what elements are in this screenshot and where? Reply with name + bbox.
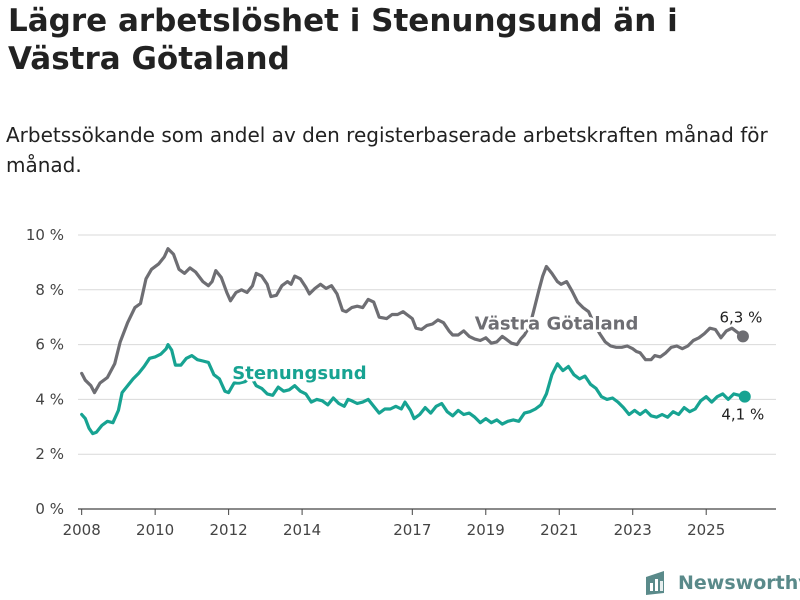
end-value-label-stenungsund: 4,1 %	[721, 406, 764, 424]
x-tick-label: 2025	[687, 521, 725, 539]
end-point-vastra-gotaland	[736, 330, 749, 343]
series-label-vastra-gotaland: Västra Götaland	[475, 314, 639, 335]
chart-title: Lägre arbetslöshet i Stenungsund än i Vä…	[8, 3, 678, 77]
y-tick-label: 10 %	[26, 226, 64, 244]
x-tick-label: 2014	[283, 521, 321, 539]
series-line-stenungsund	[80, 343, 747, 436]
y-tick-label: 4 %	[35, 390, 64, 408]
y-tick-label: 0 %	[35, 500, 64, 518]
series-label-stenungsund: Stenungsund	[232, 363, 366, 384]
x-tick-label: 2019	[467, 521, 505, 539]
brand[interactable]: Newsworthy	[644, 568, 800, 598]
chart-subtitle: Arbetssökande som andel av den registerb…	[6, 123, 768, 177]
y-tick-label: 2 %	[35, 445, 64, 463]
x-tick-label: 2010	[136, 521, 174, 539]
x-tick-label: 2012	[210, 521, 248, 539]
end-point-stenungsund	[738, 390, 751, 403]
x-tick-label: 2021	[540, 521, 578, 539]
x-tick-label: 2023	[614, 521, 652, 539]
x-tick-label: 2008	[63, 521, 101, 539]
y-tick-label: 6 %	[35, 336, 64, 354]
end-value-label-vastra-gotaland: 6,3 %	[719, 308, 762, 326]
x-tick-label: 2017	[393, 521, 431, 539]
newsworthy-logo-icon	[646, 571, 664, 595]
series-line-vastra-gotaland	[80, 247, 745, 395]
brand-name: Newsworthy	[678, 572, 800, 594]
y-tick-label: 8 %	[35, 281, 64, 299]
